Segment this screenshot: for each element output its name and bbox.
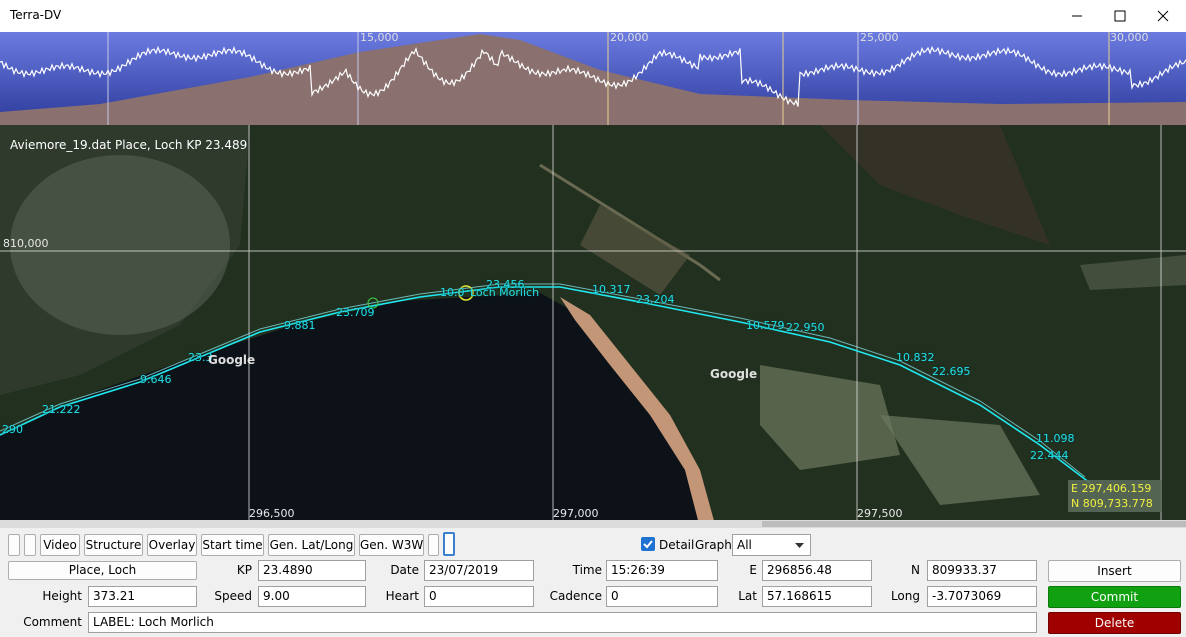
video-button[interactable]: Video — [40, 534, 80, 556]
graph-label: Graph — [695, 538, 732, 552]
profile-tick: 25,000 — [860, 32, 899, 44]
field-input[interactable]: 296856.48 — [762, 560, 872, 581]
cursor-easting: E 297,406.159 — [1071, 482, 1152, 495]
field-input[interactable]: 373.21 — [88, 586, 197, 607]
map-watermark: Google — [710, 367, 758, 381]
detail-label: Detail — [659, 538, 695, 552]
overlay-button[interactable]: Overlay — [147, 534, 197, 556]
track-label: 11.098 — [1036, 432, 1075, 445]
track-label: 23.204 — [636, 293, 675, 306]
field-input[interactable]: LABEL: Loch Morlich — [88, 612, 1037, 633]
structure-button[interactable]: Structure — [84, 534, 143, 556]
track-label: 9.646 — [140, 373, 172, 386]
satellite-image — [0, 125, 1186, 528]
map-view[interactable]: Aviemore_19.dat Place, Loch KP 23.489 81… — [0, 125, 1186, 528]
graph-value: All — [737, 538, 752, 552]
grid-label: 297,500 — [857, 507, 903, 520]
title-bar: Terra-DV — [0, 0, 1186, 32]
start-time-button[interactable]: Start time — [201, 534, 264, 556]
track-label: 10.579 — [746, 319, 785, 332]
field-input[interactable]: -3.7073069 — [927, 586, 1037, 607]
blank-button[interactable] — [443, 532, 455, 556]
track-label: 22.444 — [1030, 449, 1069, 462]
field-label: Speed — [214, 589, 252, 603]
field-label: N — [911, 563, 920, 577]
field-input[interactable]: 809933.37 — [927, 560, 1037, 581]
gen-latlong-button[interactable]: Gen. Lat/Long — [268, 534, 355, 556]
track-label: 23.3 — [188, 351, 213, 364]
grid-label: 296,500 — [249, 507, 295, 520]
field-label: Time — [572, 563, 602, 577]
field-label: Lat — [738, 589, 757, 603]
blank-button[interactable] — [8, 534, 20, 556]
grid-label: 297,000 — [553, 507, 599, 520]
gen-w3w-button[interactable]: Gen. W3W — [359, 534, 424, 556]
track-label: 23.456 — [486, 278, 525, 291]
field-label: Height — [42, 589, 82, 603]
insert-button[interactable]: Insert — [1048, 560, 1181, 582]
track-label: 290 — [2, 423, 23, 436]
graph-select[interactable]: All — [732, 534, 811, 556]
window-controls[interactable] — [1060, 0, 1186, 32]
commit-button[interactable]: Commit — [1048, 586, 1181, 608]
field-input[interactable]: 0 — [424, 586, 534, 607]
field-input[interactable]: 9.00 — [258, 586, 366, 607]
track-label: 21.222 — [42, 403, 81, 416]
field-label: Comment — [23, 615, 82, 629]
profile-graph[interactable]: 15,000 20,000 25,000 30,000 — [0, 32, 1186, 125]
field-label: Date — [390, 563, 419, 577]
place-button[interactable]: Place, Loch — [8, 561, 197, 580]
window-title: Terra-DV — [10, 8, 62, 22]
field-input[interactable]: 57.168615 — [762, 586, 872, 607]
field-label: Cadence — [549, 589, 602, 603]
map-info: Aviemore_19.dat Place, Loch KP 23.489 — [10, 138, 248, 152]
track-label: 23.709 — [336, 306, 375, 319]
track-label: 22.950 — [786, 321, 825, 334]
field-input[interactable]: 23.4890 — [258, 560, 366, 581]
track-label: Loch Morlich — [470, 286, 540, 299]
track-label: 10.317 — [592, 283, 631, 296]
map-watermark: Google — [208, 353, 256, 367]
track-label: 10.0 — [440, 286, 465, 299]
profile-tick: 15,000 — [360, 32, 399, 44]
field-label: Heart — [385, 589, 419, 603]
field-input[interactable]: 15:26:39 — [606, 560, 718, 581]
field-input[interactable]: 23/07/2019 — [424, 560, 534, 581]
grid-label: 810,000 — [3, 237, 49, 250]
track-label: 9.881 — [284, 319, 316, 332]
blank-button[interactable] — [24, 534, 36, 556]
field-label: Long — [890, 589, 920, 603]
field-label: KP — [236, 563, 252, 577]
delete-button[interactable]: Delete — [1048, 612, 1181, 634]
track-label: 10.832 — [896, 351, 935, 364]
blank-button[interactable] — [428, 534, 439, 556]
track-label: 22.695 — [932, 365, 971, 378]
cursor-northing: N 809,733.778 — [1071, 497, 1153, 510]
profile-tick: 30,000 — [1110, 32, 1149, 44]
field-label: E — [749, 563, 757, 577]
profile-tick: 20,000 — [610, 32, 649, 44]
detail-checkbox[interactable] — [641, 537, 655, 551]
field-input[interactable]: 0 — [606, 586, 718, 607]
